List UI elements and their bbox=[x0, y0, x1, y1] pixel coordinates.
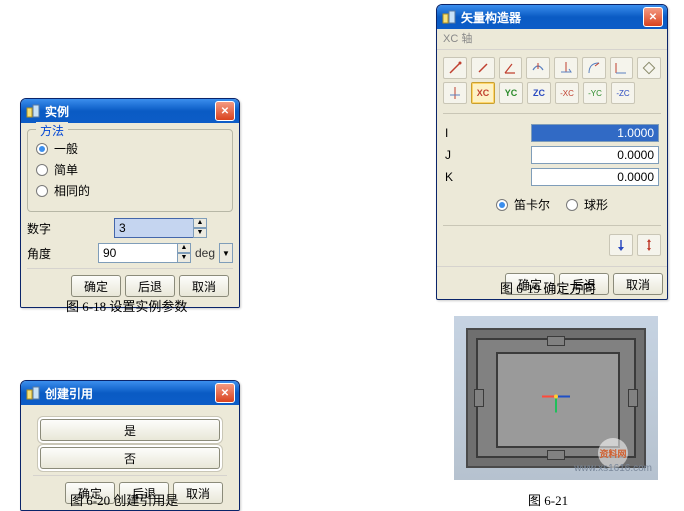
spin-up-icon[interactable]: ▲ bbox=[177, 243, 191, 253]
watermark-text: 资料网 bbox=[599, 447, 626, 460]
tool-curve[interactable] bbox=[526, 57, 550, 79]
notch-left bbox=[474, 389, 484, 407]
spin-down-icon[interactable]: ▼ bbox=[193, 228, 207, 238]
close-icon[interactable]: ✕ bbox=[215, 101, 235, 121]
notch-top bbox=[547, 336, 565, 346]
angle-label: 角度 bbox=[27, 245, 77, 262]
row-angle: 角度 90 ▲▼ deg ▼ bbox=[27, 243, 233, 263]
spin-down-icon[interactable]: ▼ bbox=[177, 253, 191, 263]
radio-icon bbox=[36, 185, 48, 197]
vec-i-input[interactable]: 1.0000 bbox=[531, 124, 659, 142]
vec-row-j: J 0.0000 bbox=[445, 146, 659, 164]
dialog-create-reference-title: 创建引用 bbox=[45, 385, 93, 402]
tool-csys[interactable] bbox=[637, 57, 661, 79]
tool-zc[interactable]: ZC bbox=[527, 82, 551, 104]
vec-j-input[interactable]: 0.0000 bbox=[531, 146, 659, 164]
radio-label: 相同的 bbox=[54, 182, 90, 199]
tool-grid: XC YC ZC -XC -YC -ZC bbox=[437, 50, 667, 111]
number-input[interactable]: 3 bbox=[114, 218, 194, 238]
app-icon bbox=[441, 9, 457, 25]
radio-spherical[interactable]: 球形 bbox=[566, 196, 608, 213]
back-button[interactable]: 后退 bbox=[125, 275, 175, 297]
dialog-vector-title: 矢量构造器 bbox=[461, 9, 521, 26]
angle-unit: deg bbox=[195, 246, 217, 260]
vec-row-i: I 1.0000 bbox=[445, 124, 659, 142]
tool-yc[interactable]: YC bbox=[499, 82, 523, 104]
notch-bottom bbox=[547, 450, 565, 460]
caption-6-18: 图 6-18 设置实例参数 bbox=[66, 296, 187, 315]
radio-label: 简单 bbox=[54, 161, 78, 178]
tool-i-axis[interactable] bbox=[443, 82, 467, 104]
titlebar-create-reference: 创建引用 ✕ bbox=[21, 381, 239, 405]
cancel-button[interactable]: 取消 bbox=[179, 275, 229, 297]
radio-icon bbox=[36, 143, 48, 155]
method-group: 方法 一般 简单 相同的 bbox=[27, 129, 233, 212]
tool-neg-yc[interactable]: -YC bbox=[583, 82, 607, 104]
tool-angle[interactable] bbox=[499, 57, 523, 79]
csys-axis-icon bbox=[536, 377, 576, 420]
dialog-instance-title: 实例 bbox=[45, 103, 69, 120]
spin-up-icon[interactable]: ▲ bbox=[193, 218, 207, 228]
preview-viewport: 资料网 www.xs1616.com bbox=[454, 316, 658, 480]
vector-apply-icon[interactable] bbox=[609, 234, 633, 256]
radio-label: 一般 bbox=[54, 140, 78, 157]
radio-same[interactable]: 相同的 bbox=[36, 182, 224, 199]
radio-icon bbox=[566, 199, 578, 211]
radio-icon bbox=[496, 199, 508, 211]
tool-arc[interactable] bbox=[582, 57, 606, 79]
watermark-sub: www.xs1616.com bbox=[574, 463, 652, 474]
tool-row-1 bbox=[443, 57, 661, 79]
close-icon[interactable]: ✕ bbox=[215, 383, 235, 403]
caption-6-21: 图 6-21 bbox=[528, 490, 568, 509]
vec-row-k: K 0.0000 bbox=[445, 168, 659, 186]
number-spinner[interactable]: ▲▼ bbox=[193, 218, 207, 238]
dialog-instance-body: 方法 一般 简单 相同的 数字 3 ▲▼ 角度 90 ▲▼ bbox=[21, 123, 239, 307]
tool-neg-zc[interactable]: -ZC bbox=[611, 82, 635, 104]
vector-redefine-icon[interactable] bbox=[637, 234, 661, 256]
tool-line-short[interactable] bbox=[471, 57, 495, 79]
close-icon[interactable]: ✕ bbox=[643, 7, 663, 27]
dialog-vector: 矢量构造器 ✕ XC 轴 XC YC ZC -XC -YC -ZC I bbox=[436, 4, 668, 300]
angle-input[interactable]: 90 bbox=[98, 243, 178, 263]
vec-j-label: J bbox=[445, 148, 461, 162]
cancel-button[interactable]: 取消 bbox=[613, 273, 663, 295]
vec-k-label: K bbox=[445, 170, 461, 184]
tool-neg-xc[interactable]: -XC bbox=[555, 82, 579, 104]
app-icon bbox=[25, 103, 41, 119]
app-icon bbox=[25, 385, 41, 401]
tool-line-diag[interactable] bbox=[443, 57, 467, 79]
dialog-instance: 实例 ✕ 方法 一般 简单 相同的 数字 3 ▲▼ bbox=[20, 98, 240, 308]
number-label: 数字 bbox=[27, 220, 77, 237]
yes-button[interactable]: 是 bbox=[40, 419, 220, 441]
radio-label: 球形 bbox=[584, 196, 608, 213]
tool-vec-ortho[interactable] bbox=[610, 57, 634, 79]
tool-axis-z[interactable] bbox=[554, 57, 578, 79]
caption-6-19: 图 6-19 确定方向 bbox=[500, 278, 595, 297]
method-group-title: 方法 bbox=[36, 122, 68, 139]
notch-right bbox=[628, 389, 638, 407]
section-label: XC 轴 bbox=[437, 29, 667, 50]
tool-row-2: XC YC ZC -XC -YC -ZC bbox=[443, 82, 661, 104]
no-button[interactable]: 否 bbox=[40, 447, 220, 469]
radio-cartesian[interactable]: 笛卡尔 bbox=[496, 196, 550, 213]
row-number: 数字 3 ▲▼ bbox=[27, 218, 233, 238]
ok-button[interactable]: 确定 bbox=[71, 275, 121, 297]
radio-simple[interactable]: 简单 bbox=[36, 161, 224, 178]
titlebar-instance: 实例 ✕ bbox=[21, 99, 239, 123]
radio-label: 笛卡尔 bbox=[514, 196, 550, 213]
vector-form: I 1.0000 J 0.0000 K 0.0000 笛卡尔 球形 bbox=[437, 116, 667, 223]
radio-general[interactable]: 一般 bbox=[36, 140, 224, 157]
cancel-button[interactable]: 取消 bbox=[173, 482, 223, 504]
radio-icon bbox=[36, 164, 48, 176]
caption-6-20: 图 6-20 创建引用是 bbox=[70, 490, 178, 509]
angle-spinner[interactable]: ▲▼ bbox=[177, 243, 191, 263]
tool-xc[interactable]: XC bbox=[471, 82, 495, 104]
angle-unit-dropdown[interactable]: ▼ bbox=[219, 243, 233, 263]
vec-k-input[interactable]: 0.0000 bbox=[531, 168, 659, 186]
vec-i-label: I bbox=[445, 126, 461, 140]
titlebar-vector: 矢量构造器 ✕ bbox=[437, 5, 667, 29]
